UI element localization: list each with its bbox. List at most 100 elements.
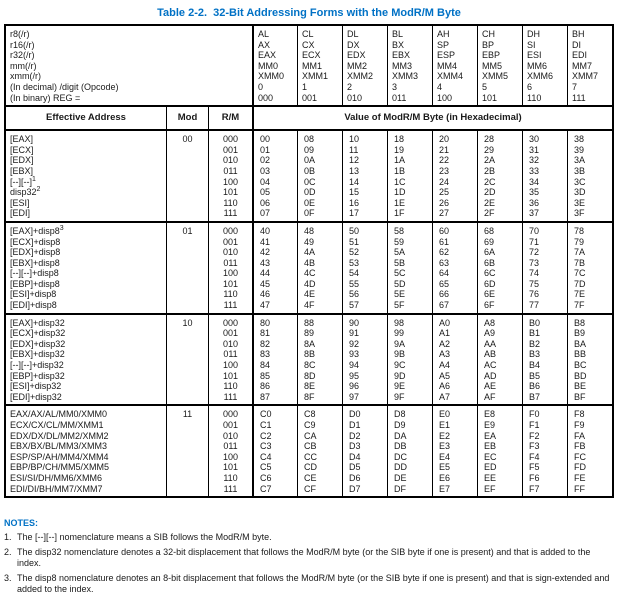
effective-address-column: [EAX]+disp83 [ECX]+disp8 [EDX]+disp8 [EBX]+… xyxy=(6,223,166,313)
rm-value: 110 xyxy=(223,197,238,208)
hex-value: 2C xyxy=(484,176,496,187)
register-name: SP xyxy=(437,39,450,50)
hex-value: 72 xyxy=(529,247,540,258)
hex-value: A5 xyxy=(439,370,451,381)
hex-value: B6 xyxy=(529,381,541,392)
hex-value: 59 xyxy=(394,236,405,247)
hex-column: 90 91 92 93 94 95 96 97 xyxy=(342,314,387,405)
hex-value: 51 xyxy=(349,236,360,247)
effective-address-label: EBP/BP/CH/MM5/XMM5 xyxy=(10,462,110,473)
hex-value: 4C xyxy=(304,268,316,279)
hex-value: 09 xyxy=(304,144,315,155)
hex-column: 10 11 12 13 14 15 16 17 xyxy=(342,131,387,221)
hex-value: CA xyxy=(304,430,317,441)
hex-column: 78 79 7A 7B 7C 7D 7E 7F xyxy=(567,222,612,313)
hex-value: C2 xyxy=(260,430,272,441)
hex-value: DA xyxy=(394,430,407,441)
hex-value: 25 xyxy=(439,187,450,198)
hex-value: 13 xyxy=(349,165,360,176)
hex-value: C3 xyxy=(260,441,272,452)
hex-value: 5F xyxy=(394,300,405,311)
register-name: 2 xyxy=(347,81,353,92)
hex-value: 29 xyxy=(484,144,495,155)
hex-column: 70 71 72 73 74 75 76 77 xyxy=(522,222,567,313)
hex-value: 26 xyxy=(439,197,450,208)
register-name: 011 xyxy=(392,92,407,103)
hex-value: 76 xyxy=(529,289,540,300)
hex-value: CF xyxy=(304,483,316,494)
register-name: XMM0 xyxy=(258,71,285,82)
hex-value: 32 xyxy=(529,155,540,166)
rm-value: 101 xyxy=(222,462,239,473)
mod-value-cell: 01 xyxy=(166,222,208,313)
hex-value: D6 xyxy=(349,472,361,483)
rm-value: 011 xyxy=(223,257,238,268)
register-header-label: r8(/r) xyxy=(10,29,30,39)
col-header-mod: Mod xyxy=(166,107,208,130)
hex-value: 1F xyxy=(394,208,405,219)
effective-address-label: [ECX] xyxy=(10,144,34,155)
hex-value: 7D xyxy=(574,278,586,289)
rm-column: 000 001 010 011 100 101 110 111 xyxy=(208,406,252,497)
rm-value: 010 xyxy=(222,338,239,349)
hex-value: 3A xyxy=(574,155,586,166)
hex-value: 1E xyxy=(394,197,406,208)
hex-column: 80 81 82 83 84 85 86 87 xyxy=(252,314,297,405)
hex-value: F5 xyxy=(529,462,540,473)
hex-value: 7B xyxy=(574,257,586,268)
register-name: BH xyxy=(572,29,585,39)
hex-value: A2 xyxy=(439,338,451,349)
hex-value: 95 xyxy=(349,370,360,381)
hex-value: D1 xyxy=(349,420,361,430)
hex-column: 18 19 1A 1B 1C 1D 1E 1F xyxy=(387,131,432,221)
hex-value: 61 xyxy=(439,236,450,247)
rm-value: 110 xyxy=(223,289,238,300)
rm-value: 110 xyxy=(223,472,238,483)
effective-address-label: [EDX] xyxy=(10,155,34,166)
register-name: EDI xyxy=(572,50,588,61)
hex-value: E5 xyxy=(439,462,451,473)
hex-value: B2 xyxy=(529,338,541,349)
rm-value: 001 xyxy=(222,236,239,247)
rm-value: 101 xyxy=(222,187,239,198)
hex-column: B8 B9 BA BB BC BD BE BF xyxy=(567,314,612,405)
hex-value: 62 xyxy=(439,247,450,258)
hex-value: 83 xyxy=(260,349,271,360)
rm-value: 100 xyxy=(222,451,239,462)
register-name: EBX xyxy=(392,50,411,61)
register-name: 6 xyxy=(527,81,533,92)
hex-value: AB xyxy=(484,349,497,360)
hex-value: 7E xyxy=(574,289,586,300)
rm-value: 011 xyxy=(223,441,238,452)
hex-column: E8 E9 EA EB EC ED EE EF xyxy=(477,406,522,497)
register-name: DX xyxy=(347,39,360,50)
hex-value: AE xyxy=(484,381,497,392)
hex-value: B7 xyxy=(529,391,541,402)
hex-value: A4 xyxy=(439,360,451,371)
register-column: CH BP EBP MM5 XMM5 5 101 xyxy=(477,26,522,106)
hex-value: B9 xyxy=(574,328,586,339)
mod-value-cell: 11 xyxy=(166,406,208,497)
hex-value: 79 xyxy=(574,236,585,247)
hex-value: F6 xyxy=(529,472,540,483)
hex-value: 85 xyxy=(260,370,271,381)
rm-value: 010 xyxy=(222,247,239,258)
register-name: BL xyxy=(392,29,404,39)
hex-value: 8A xyxy=(304,338,316,349)
register-name: EDX xyxy=(347,50,366,61)
hex-value: 75 xyxy=(529,278,540,289)
hex-value: 9C xyxy=(394,360,406,371)
hex-value: 96 xyxy=(349,381,360,392)
hex-value: E7 xyxy=(439,483,451,494)
effective-address-label: [ESI]+disp8 xyxy=(10,289,57,300)
notes-items: 1. The [--][--] nomenclature means a SIB … xyxy=(4,532,614,596)
hex-value: 36 xyxy=(529,197,540,208)
hex-value: BC xyxy=(574,360,587,371)
effective-address-label: ESP/SP/AH/MM4/XMM4 xyxy=(10,451,109,462)
hex-value: DE xyxy=(394,472,407,483)
hex-value: 56 xyxy=(349,289,360,300)
hex-value: 0D xyxy=(304,187,316,198)
register-name: XMM6 xyxy=(527,71,554,82)
hex-value: 94 xyxy=(349,360,360,371)
register-name: SI xyxy=(527,39,536,50)
